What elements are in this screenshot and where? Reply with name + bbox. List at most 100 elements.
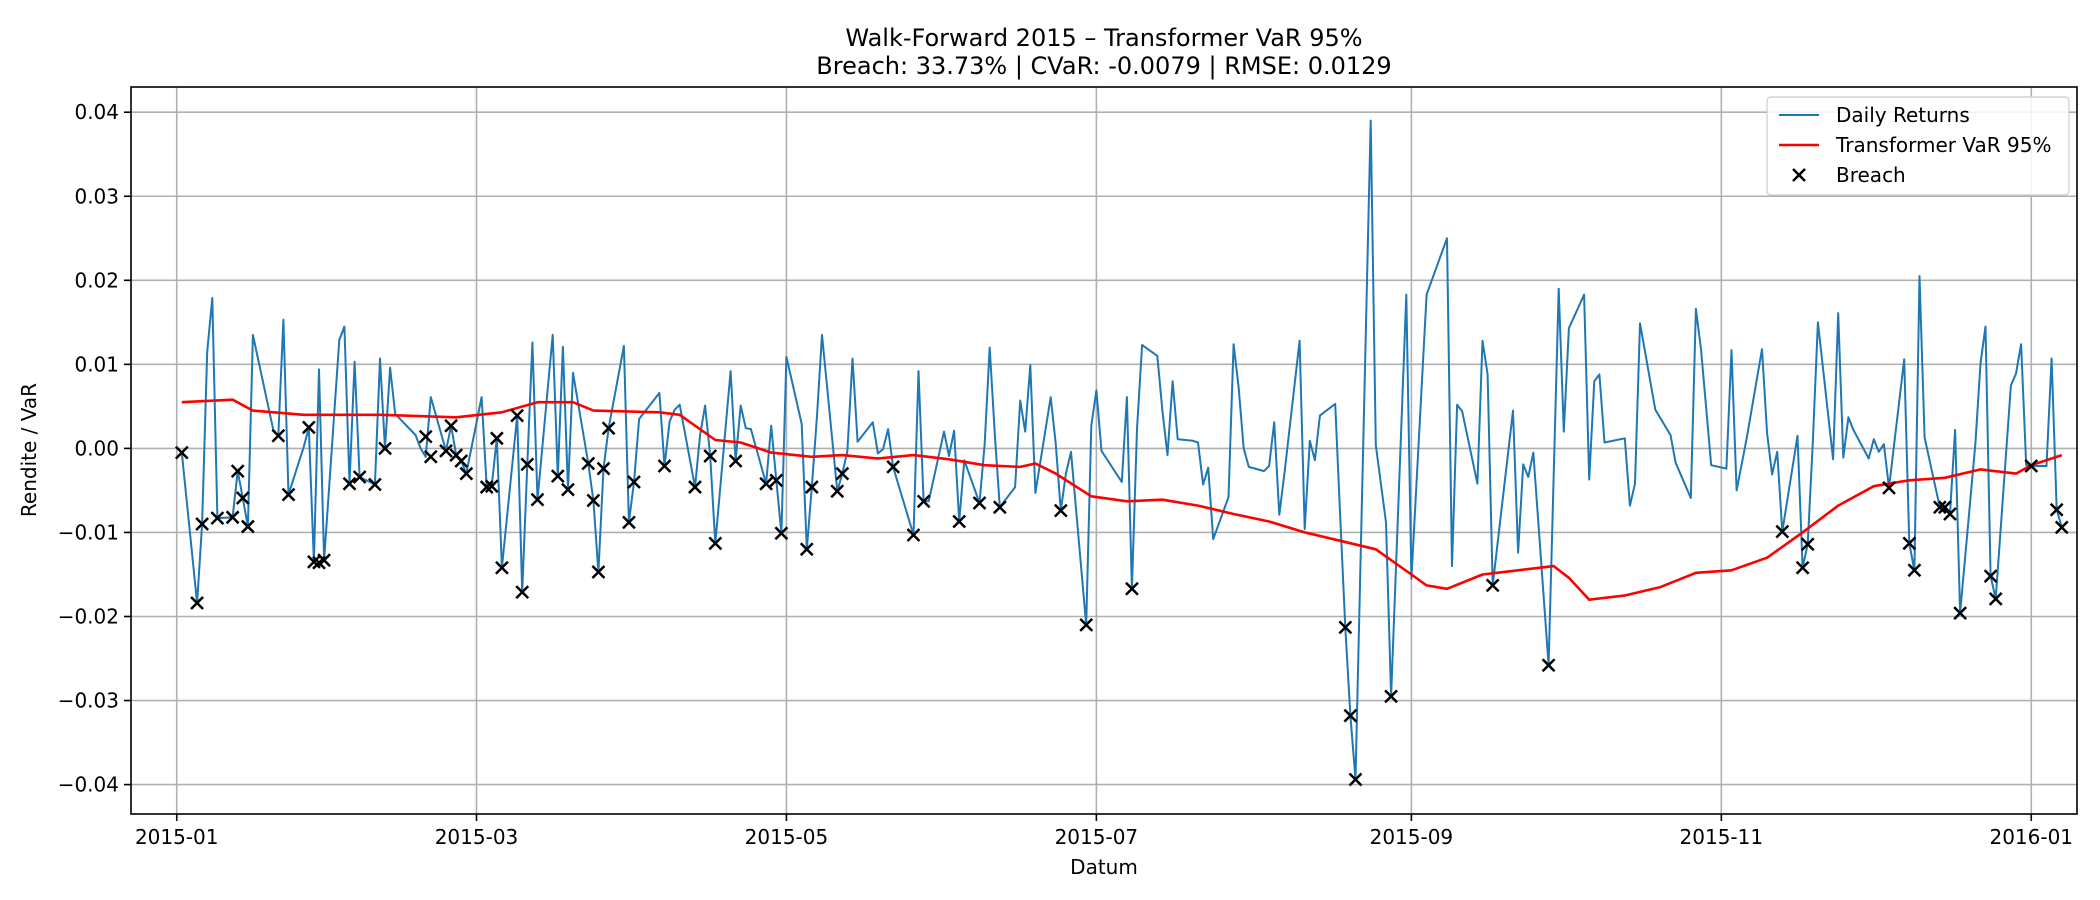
series-daily-returns-line	[180, 119, 2063, 781]
breach-marker	[1800, 537, 1815, 552]
legend-box	[1766, 96, 2070, 196]
y-tick-label: 0.04	[74, 100, 119, 124]
y-tick-label: 0.01	[74, 352, 119, 376]
breach-marker	[352, 470, 367, 484]
y-tick-label: −0.02	[58, 604, 119, 628]
breach-marker	[804, 480, 819, 494]
chart-title: Walk-Forward 2015 – Transformer VaR 95%	[845, 24, 1362, 52]
breach-marker	[1795, 560, 1810, 575]
breach-marker	[195, 517, 210, 531]
breach-marker	[657, 459, 672, 473]
breach-marker	[301, 420, 316, 435]
breach-marker	[479, 480, 494, 494]
breach-marker	[459, 466, 474, 481]
x-tick-label: 2015-09	[1370, 825, 1454, 849]
legend-var-label: Transformer VaR 95%	[1835, 133, 2051, 157]
breach-marker	[1541, 658, 1556, 673]
breach-marker	[423, 449, 438, 464]
breach-marker	[1348, 772, 1363, 787]
x-axis-label: Datum	[1070, 855, 1138, 879]
breach-marker	[906, 528, 921, 542]
breach-marker	[1775, 524, 1790, 539]
y-axis: −0.04 −0.03 −0.02 −0.01 0.00 0.01 0.02 0.03 0.04	[58, 100, 131, 797]
breach-marker	[728, 454, 743, 468]
breach-marker	[174, 445, 189, 460]
x-tick-label: 2015-05	[745, 825, 829, 849]
breach-marker	[281, 487, 296, 502]
breach-marker	[495, 560, 509, 575]
breach-marker	[835, 466, 850, 481]
breach-marker	[708, 536, 723, 551]
breach-marker	[2024, 459, 2039, 473]
breach-marker	[225, 510, 240, 525]
breach-marker	[561, 482, 575, 497]
breach-marker	[444, 418, 458, 433]
breach-marker	[1485, 578, 1500, 593]
breach-marker	[1983, 569, 1998, 584]
legend-returns-label: Daily Returns	[1836, 103, 1970, 127]
breach-marker	[230, 464, 245, 478]
breach-marker	[190, 596, 204, 610]
breach-marker	[992, 500, 1007, 515]
x-tick-label: 2015-11	[1680, 825, 1764, 849]
breach-marker	[581, 456, 596, 471]
legend-breach-label: Breach	[1836, 163, 1906, 187]
y-axis-label: Rendite / VaR	[17, 383, 41, 517]
breach-marker	[235, 491, 250, 505]
y-tick-label: 0.02	[74, 268, 119, 292]
breach-marker	[484, 479, 499, 494]
y-tick-label: −0.03	[58, 689, 119, 713]
breach-marker	[622, 515, 636, 530]
breach-marker	[342, 476, 357, 491]
breach-marker	[1882, 481, 1896, 495]
legend: Daily Returns Transformer VaR 95% Breach	[1766, 96, 2070, 196]
breach-marker	[418, 429, 433, 444]
breach-marker	[271, 428, 286, 443]
breach-marker	[1384, 689, 1398, 704]
x-axis: 2015-01 2015-03 2015-05 2015-07 2015-09 2015-…	[135, 814, 2073, 849]
breach-marker	[688, 480, 702, 494]
breach-marker	[378, 441, 392, 456]
breach-marker	[210, 511, 225, 526]
breach-marker	[972, 496, 987, 510]
breach-marker	[601, 421, 616, 436]
breach-marker	[591, 565, 606, 579]
breach-marker	[2054, 520, 2069, 535]
breach-marker	[2049, 502, 2064, 517]
breach-marker	[916, 494, 931, 509]
y-tick-label: 0.00	[74, 436, 119, 460]
breach-marker	[510, 408, 525, 423]
x-tick-label: 2016-01	[1989, 825, 2073, 849]
breach-marker	[1988, 591, 2003, 606]
breach-marker	[774, 526, 789, 541]
breach-marker	[1053, 503, 1068, 518]
x-tick-label: 2015-07	[1055, 825, 1139, 849]
breach-marker	[627, 475, 641, 489]
chart-subtitle: Breach: 33.73% | CVaR: -0.0079 | RMSE: 0…	[816, 52, 1391, 80]
x-tick-label: 2015-01	[135, 825, 219, 849]
breach-marker	[799, 542, 814, 557]
breach-marker	[1953, 606, 1968, 621]
breach-marker	[830, 484, 845, 499]
breach-marker	[1338, 620, 1353, 635]
breach-marker	[703, 449, 718, 463]
plot-frame	[130, 86, 2078, 815]
breach-marker	[1125, 581, 1139, 596]
plot-area	[174, 119, 2069, 787]
breach-marker	[439, 444, 453, 458]
y-tick-label: 0.03	[74, 184, 119, 208]
breach-marker	[759, 476, 774, 491]
breach-marker	[489, 431, 504, 446]
breach-marker	[317, 553, 331, 568]
breach-marker	[596, 461, 611, 476]
breach-marker	[530, 492, 545, 507]
breach-marker	[1932, 500, 1947, 515]
series-var-line	[181, 398, 2063, 602]
legend-breach-marker	[1792, 168, 1806, 182]
breach-marker	[952, 514, 967, 529]
breach-marker	[1343, 708, 1358, 723]
breach-marker	[240, 519, 255, 534]
breach-marker	[886, 460, 901, 474]
breach-marker	[1907, 563, 1922, 578]
